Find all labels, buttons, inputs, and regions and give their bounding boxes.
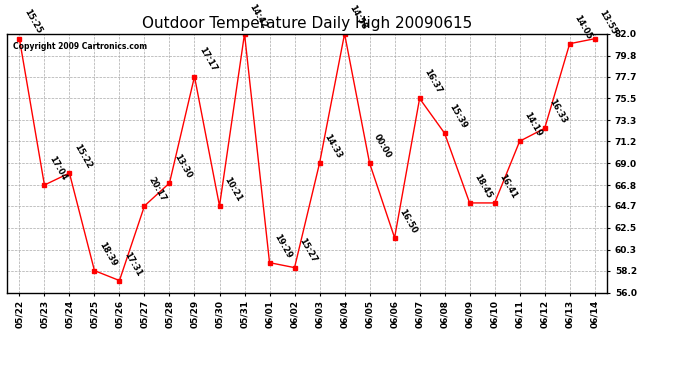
Text: 13:55: 13:55 (598, 8, 618, 36)
Text: 20:17: 20:17 (147, 176, 168, 203)
Text: 15:25: 15:25 (22, 8, 43, 36)
Text: 15:27: 15:27 (297, 237, 318, 265)
Text: 16:37: 16:37 (422, 68, 443, 96)
Text: 10:21: 10:21 (222, 175, 243, 203)
Text: 17:31: 17:31 (122, 250, 143, 278)
Text: 17:17: 17:17 (197, 46, 218, 74)
Text: 16:33: 16:33 (547, 98, 569, 125)
Text: 16:41: 16:41 (497, 172, 518, 200)
Text: 14:05: 14:05 (572, 13, 593, 41)
Text: 14:33: 14:33 (322, 133, 343, 160)
Text: Copyright 2009 Cartronics.com: Copyright 2009 Cartronics.com (13, 42, 147, 51)
Text: 15:22: 15:22 (72, 142, 93, 170)
Text: 16:50: 16:50 (397, 207, 418, 235)
Title: Outdoor Temperature Daily High 20090615: Outdoor Temperature Daily High 20090615 (142, 16, 472, 31)
Text: 00:00: 00:00 (372, 133, 393, 160)
Text: 13:30: 13:30 (172, 153, 193, 180)
Text: 15:39: 15:39 (447, 103, 469, 130)
Text: 14:42: 14:42 (247, 3, 268, 31)
Text: 17:04: 17:04 (47, 154, 68, 182)
Text: 18:45: 18:45 (472, 172, 493, 200)
Text: 18:39: 18:39 (97, 240, 118, 268)
Text: 19:29: 19:29 (272, 232, 293, 260)
Text: 14:58: 14:58 (347, 3, 368, 31)
Text: 14:19: 14:19 (522, 111, 543, 138)
